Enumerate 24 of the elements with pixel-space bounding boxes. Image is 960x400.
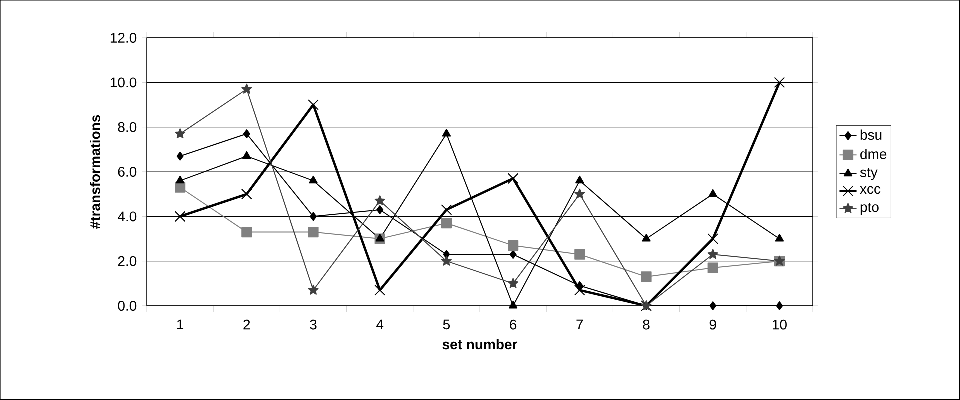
y-tick-label: 4.0 xyxy=(118,212,137,222)
x-tick-label: 9 xyxy=(710,320,716,330)
legend-label: dme xyxy=(860,149,887,160)
x-axis-title: set number xyxy=(442,339,518,350)
y-tick-label: 2.0 xyxy=(118,256,137,266)
x-tick-label: 7 xyxy=(576,320,584,330)
x-tick-label: 5 xyxy=(443,320,450,330)
x-tick-label: 8 xyxy=(643,320,650,330)
y-tick-label: 12.0 xyxy=(110,33,137,43)
y-tick-label: 0.0 xyxy=(118,301,137,311)
legend-label: xcc xyxy=(860,186,881,194)
x-tick-label: 4 xyxy=(376,320,384,330)
y-tick-label: 6.0 xyxy=(118,167,137,177)
y-axis-title: #transformations xyxy=(90,115,100,229)
legend-label: bsu xyxy=(860,130,882,140)
x-tick-label: 6 xyxy=(510,320,517,330)
legend-label: sty xyxy=(860,168,878,180)
x-tick-label: 2 xyxy=(244,320,250,330)
x-tick-label: 3 xyxy=(310,320,317,330)
y-tick-label: 10.0 xyxy=(110,78,137,88)
y-tick-label: 8.0 xyxy=(118,122,137,132)
legend-label: pto xyxy=(860,203,879,216)
x-tick-label: 10 xyxy=(772,320,787,330)
x-tick-label: 1 xyxy=(177,320,184,330)
